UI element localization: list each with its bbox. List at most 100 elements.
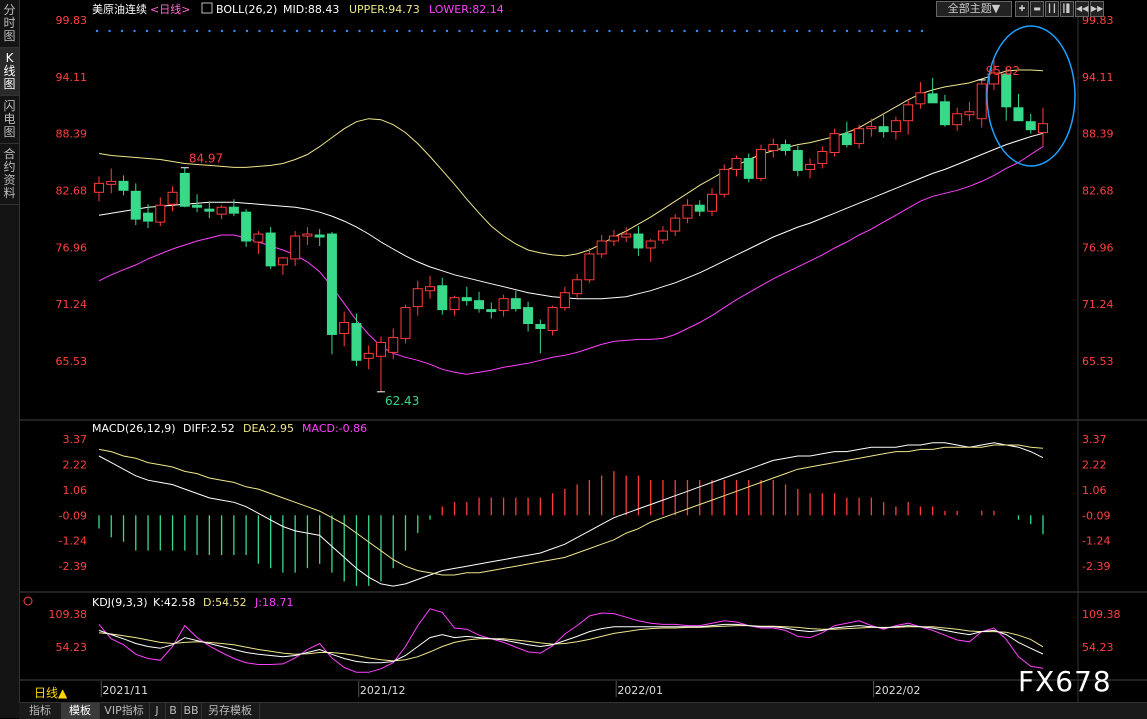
price-marker-dot xyxy=(345,29,349,33)
candle-body-66 xyxy=(903,104,914,122)
price-marker-dot xyxy=(908,29,911,33)
candle-body-24 xyxy=(388,336,399,353)
candle-body-62 xyxy=(854,128,865,145)
candle-body-70 xyxy=(952,113,963,126)
main-ytick-left-2: 88.39 xyxy=(56,128,88,141)
price-marker-dot xyxy=(233,29,236,33)
candle-body-20 xyxy=(339,322,350,334)
candle-body-5 xyxy=(155,204,166,223)
period-selector[interactable]: 日线▲ xyxy=(34,686,68,700)
price-marker-dot xyxy=(820,29,824,33)
candle-body-57 xyxy=(792,150,803,171)
macd-ytick-right-0: 3.37 xyxy=(1082,433,1107,446)
candle-body-12 xyxy=(241,211,252,242)
price-marker-dot xyxy=(558,29,561,33)
bars-icon[interactable]: ┃┃ xyxy=(1045,1,1059,17)
zoom-in-icon[interactable]: ✚ xyxy=(1015,1,1029,17)
highlight-ellipse xyxy=(986,25,1076,167)
bottom-tab-1[interactable]: 模板 xyxy=(61,703,100,719)
candle-body-35 xyxy=(523,307,534,325)
view-tab-3[interactable]: 合约资料 xyxy=(0,144,19,205)
price-marker-dot xyxy=(508,29,511,33)
theme-dropdown-button[interactable]: 全部主题▼ xyxy=(936,1,1012,17)
price-marker-dot xyxy=(170,29,174,33)
price-marker-dot xyxy=(883,29,886,33)
skip-forward-icon[interactable]: ▶▶ xyxy=(1090,1,1104,17)
price-marker-dot xyxy=(120,29,124,33)
candle-body-73 xyxy=(988,72,999,85)
price-marker-dot xyxy=(133,29,136,33)
price-marker-dot xyxy=(808,29,811,33)
view-tab-0[interactable]: 分时图 xyxy=(0,0,19,48)
macd-legend-macd: MACD:-0.86 xyxy=(302,422,367,435)
main-legend-title: 美原油连续 xyxy=(92,2,147,16)
price-marker-dot xyxy=(920,29,924,33)
price-marker-dot xyxy=(608,29,611,33)
price-marker-dot xyxy=(433,29,436,33)
candle-body-22 xyxy=(363,352,374,359)
candle-body-16 xyxy=(290,235,301,260)
candle-body-37 xyxy=(547,307,558,331)
bars-end-icon[interactable]: ┃▌ xyxy=(1060,1,1074,17)
main-legend-indicator: BOLL(26,2) xyxy=(216,3,277,16)
macd-ytick-right-2: 1.06 xyxy=(1082,484,1107,497)
candle-body-51 xyxy=(719,168,730,195)
bottom-tab-5[interactable]: BB xyxy=(181,703,202,719)
kdj-legend-j: J:18.71 xyxy=(254,596,293,609)
candle-body-18 xyxy=(314,234,325,238)
price-marker-dot xyxy=(708,29,711,33)
macd-dea-line xyxy=(98,444,1044,576)
candle-body-30 xyxy=(461,297,472,302)
price-marker-dot xyxy=(470,29,474,33)
main-ytick-left-1: 94.11 xyxy=(56,71,88,84)
main-legend-lower: LOWER:82.14 xyxy=(429,3,504,16)
main-legend-upper: UPPER:94.73 xyxy=(349,3,420,16)
x-label-0: 2021/11 xyxy=(102,684,148,697)
price-marker-dot xyxy=(158,29,161,33)
candle-body-53 xyxy=(743,157,754,179)
candle-body-58 xyxy=(805,163,816,170)
candle-body-55 xyxy=(768,144,779,152)
price-marker-dot xyxy=(695,29,699,33)
candle-body-72 xyxy=(976,83,987,120)
view-tab-2[interactable]: 闪电图 xyxy=(0,96,19,144)
left-view-tabs: 分时图 K线图 闪电图 合约资料 xyxy=(0,0,20,718)
skip-back-icon[interactable]: ◀◀ xyxy=(1075,1,1089,17)
price-marker-dot xyxy=(770,29,774,33)
candle-body-44 xyxy=(633,233,644,249)
price-marker-dot xyxy=(283,29,286,33)
view-tab-1[interactable]: K线图 xyxy=(0,48,19,96)
zoom-out-icon[interactable]: ▬ xyxy=(1030,1,1044,17)
price-marker-dot xyxy=(295,29,299,33)
bottom-tab-6[interactable]: 另存模板 xyxy=(201,703,260,719)
price-marker-dot xyxy=(533,29,536,33)
candle-body-36 xyxy=(535,324,546,329)
price-marker-dot xyxy=(870,29,874,33)
kdj-ytick-left-1: 54.23 xyxy=(56,641,88,654)
price-marker-dot xyxy=(270,29,274,33)
candle-body-69 xyxy=(939,101,950,126)
candle-body-76 xyxy=(1025,121,1036,131)
price-marker-dot xyxy=(595,29,599,33)
main-ytick-left-4: 76.96 xyxy=(56,241,88,254)
bottom-tab-3[interactable]: J xyxy=(149,703,166,719)
price-marker-dot xyxy=(795,29,799,33)
candle-body-11 xyxy=(228,206,239,214)
candle-body-63 xyxy=(866,126,877,130)
price-marker-dot xyxy=(220,29,224,33)
price-marker-dot xyxy=(545,29,549,33)
kdj-ytick-right-0: 109.38 xyxy=(1082,608,1121,621)
bottom-tab-2[interactable]: VIP指标 xyxy=(99,703,150,719)
price-marker-dot xyxy=(483,29,486,33)
price-marker-dot xyxy=(683,29,686,33)
bottom-tab-0[interactable]: 指标 xyxy=(19,703,62,719)
candle-body-4 xyxy=(143,212,154,222)
macd-ytick-left-1: 2.22 xyxy=(63,458,88,471)
kdj-settings-icon xyxy=(23,596,33,606)
kdj-ytick-left-0: 109.38 xyxy=(49,608,88,621)
bottom-tab-4[interactable]: B xyxy=(165,703,182,719)
price-marker-dot xyxy=(208,29,211,33)
price-marker-dot xyxy=(858,29,861,33)
candle-body-61 xyxy=(841,133,852,146)
candle-body-17 xyxy=(302,233,313,237)
